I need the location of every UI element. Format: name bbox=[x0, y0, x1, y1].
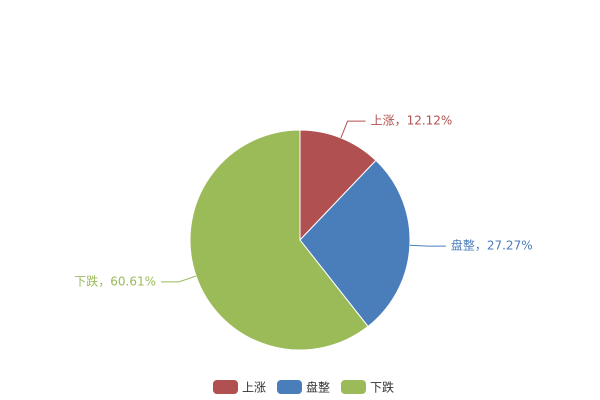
data-label: 上涨，12.12% bbox=[371, 113, 453, 128]
legend-label: 上涨 bbox=[242, 380, 266, 395]
legend-swatch bbox=[213, 380, 238, 394]
label-line bbox=[409, 244, 446, 247]
legend-swatch bbox=[341, 380, 366, 394]
label-line bbox=[340, 120, 366, 139]
data-label: 盘整，27.27% bbox=[451, 238, 533, 253]
data-label: 下跌，60.61% bbox=[74, 273, 156, 288]
legend-label: 盘整 bbox=[306, 380, 330, 395]
label-line bbox=[161, 275, 197, 283]
legend-label: 下跌 bbox=[370, 380, 394, 395]
legend-swatch bbox=[277, 380, 302, 394]
pie-slice bbox=[189, 129, 369, 351]
